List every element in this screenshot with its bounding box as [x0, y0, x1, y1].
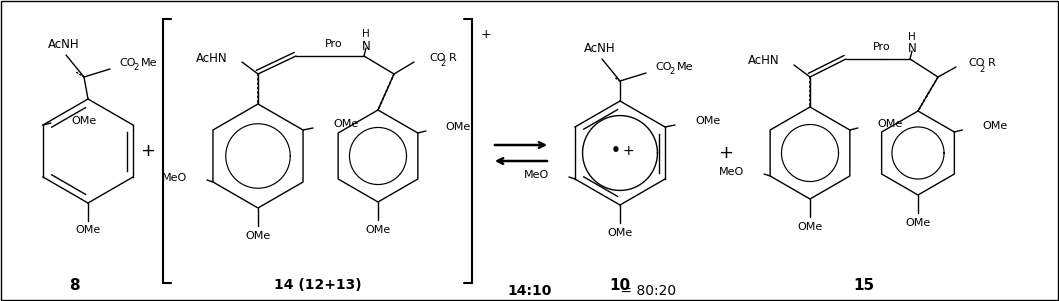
- Text: Me: Me: [677, 62, 694, 72]
- Text: H: H: [362, 29, 370, 39]
- Text: AcNH: AcNH: [585, 42, 616, 55]
- Text: +: +: [718, 144, 734, 162]
- Text: +: +: [141, 142, 156, 160]
- Text: 2: 2: [441, 60, 446, 69]
- Text: CO: CO: [429, 53, 446, 63]
- Text: OMe: OMe: [71, 116, 96, 126]
- Text: = 80:20: = 80:20: [616, 284, 676, 298]
- Text: N: N: [908, 42, 916, 55]
- Text: 15: 15: [854, 278, 875, 293]
- Text: OMe: OMe: [878, 119, 903, 129]
- Text: OMe: OMe: [365, 225, 391, 235]
- Text: •: •: [611, 144, 621, 159]
- Text: AcHN: AcHN: [749, 54, 780, 67]
- Text: CO: CO: [120, 58, 137, 68]
- Text: +: +: [623, 144, 634, 158]
- Text: R: R: [988, 58, 995, 68]
- Text: Pro: Pro: [874, 42, 891, 52]
- Text: MeO: MeO: [162, 173, 187, 183]
- Text: 10: 10: [609, 278, 630, 293]
- Text: Me: Me: [141, 58, 158, 68]
- Text: OMe: OMe: [446, 122, 471, 132]
- Text: OMe: OMe: [983, 121, 1007, 131]
- Text: OMe: OMe: [75, 225, 101, 235]
- Text: OMe: OMe: [797, 222, 823, 232]
- Text: MeO: MeO: [719, 167, 744, 177]
- Text: H: H: [909, 32, 916, 42]
- Text: OMe: OMe: [608, 228, 632, 238]
- Text: +: +: [481, 27, 491, 41]
- Text: OMe: OMe: [333, 119, 358, 129]
- Text: 2: 2: [669, 67, 675, 76]
- Text: 2: 2: [980, 64, 985, 73]
- Text: MeO: MeO: [524, 170, 549, 180]
- Text: R: R: [449, 53, 456, 63]
- Text: OMe: OMe: [905, 218, 931, 228]
- Text: 14:10: 14:10: [508, 284, 552, 298]
- Text: OMe: OMe: [246, 231, 271, 241]
- Text: 8: 8: [69, 278, 79, 293]
- Text: N: N: [361, 39, 371, 52]
- Text: Pro: Pro: [325, 39, 343, 49]
- Text: 14 (12+13): 14 (12+13): [274, 278, 362, 292]
- Text: OMe: OMe: [695, 116, 720, 126]
- Text: AcNH: AcNH: [49, 39, 79, 51]
- Text: CO: CO: [656, 62, 672, 72]
- Text: CO: CO: [968, 58, 985, 68]
- Text: AcHN: AcHN: [196, 51, 228, 64]
- Text: 2: 2: [133, 64, 139, 73]
